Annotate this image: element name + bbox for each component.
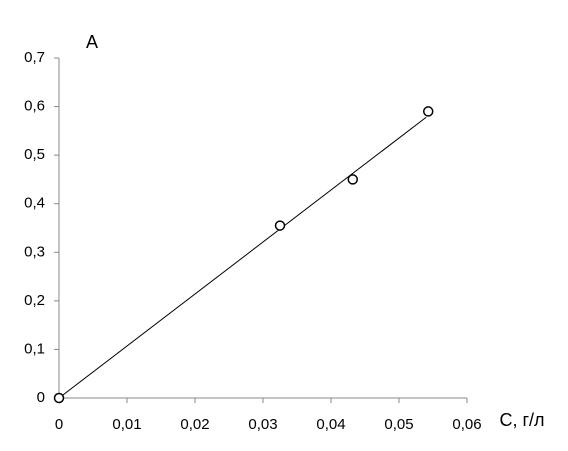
x-tick-label: 0,04 — [316, 416, 345, 433]
x-tick-label: 0,05 — [384, 416, 413, 433]
point — [422, 106, 434, 117]
point — [53, 392, 65, 404]
y-tick-label: 0,7 — [24, 49, 45, 66]
x-tick-label: 0,01 — [112, 416, 141, 433]
y-tick-label: 0,5 — [24, 146, 45, 163]
y-axis-label: А — [86, 32, 98, 52]
trendline — [58, 116, 427, 399]
y-tick-label: 0,2 — [24, 292, 45, 309]
y-tick-label: 0 — [37, 389, 45, 406]
x-tick-label: 0,02 — [180, 416, 209, 433]
y-tick-label: 0,6 — [24, 98, 45, 115]
point — [347, 174, 359, 185]
x-tick-label: 0 — [55, 416, 63, 433]
x-tick-label: 0,03 — [248, 416, 277, 433]
x-tick-label: 0,06 — [452, 416, 481, 433]
point — [274, 220, 286, 231]
x-axis-label: С, г/л — [499, 410, 544, 430]
y-tick-label: 0,4 — [24, 195, 45, 212]
y-tick-label: 0,3 — [24, 243, 45, 260]
y-tick-label: 0,1 — [24, 340, 45, 357]
